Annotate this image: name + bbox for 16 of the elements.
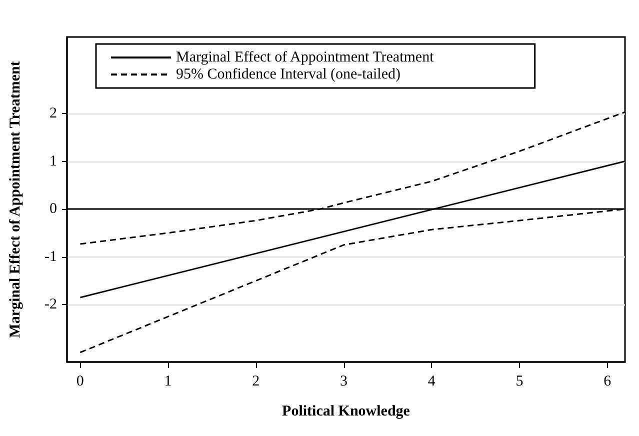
legend-label: Marginal Effect of Appointment Treatment bbox=[176, 50, 435, 66]
y-tick-label: 2 bbox=[50, 105, 57, 122]
x-tick-label: 6 bbox=[604, 374, 612, 390]
x-tick-label: 2 bbox=[252, 374, 260, 390]
legend-label: 95% Confidence Interval (one-tailed) bbox=[176, 66, 400, 82]
y-tick-label: 1 bbox=[50, 153, 57, 170]
x-tick-label: 4 bbox=[428, 374, 436, 390]
x-tick-label: 3 bbox=[340, 374, 348, 390]
y-axis-title: Marginal Effect of Appointment Treatment bbox=[8, 61, 24, 338]
y-tick-label: -2 bbox=[44, 296, 57, 313]
x-tick-label: 0 bbox=[76, 374, 84, 390]
x-tick-label: 5 bbox=[516, 374, 524, 390]
x-tick-label: 1 bbox=[164, 374, 172, 390]
y-tick-label: -1 bbox=[44, 248, 57, 265]
x-axis-title: Political Knowledge bbox=[282, 404, 410, 420]
y-tick-label: 0 bbox=[50, 201, 57, 218]
